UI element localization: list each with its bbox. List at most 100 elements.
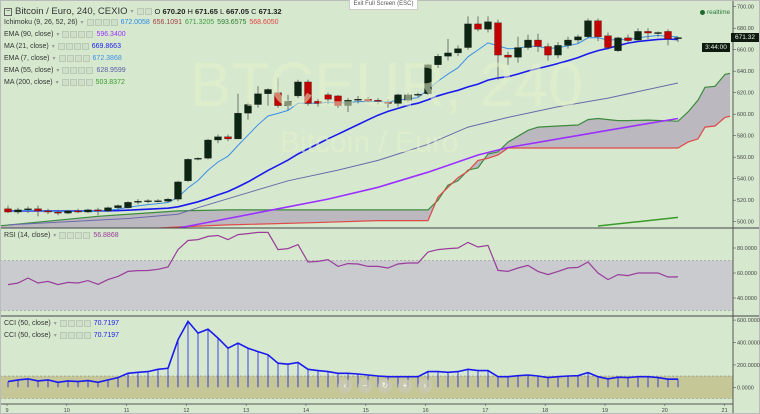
candle-body xyxy=(204,139,212,159)
close-icon[interactable] xyxy=(83,232,91,239)
indicator-value: 672.3868 xyxy=(92,55,122,62)
chevron-down-icon[interactable]: ▾ xyxy=(53,233,57,239)
candle xyxy=(264,88,272,106)
candle xyxy=(594,18,602,42)
candle xyxy=(374,98,382,105)
cci-buttons xyxy=(59,332,91,339)
candle xyxy=(154,199,162,203)
hide-icon[interactable] xyxy=(69,79,77,86)
indicator-label: Ichimoku (9, 26, 52, 26) xyxy=(4,19,78,26)
candle-body xyxy=(104,207,112,212)
ohlc-readout: O 670.20 H 671.65 L 667.05 C 671.32 xyxy=(155,7,282,16)
candle-body xyxy=(384,102,392,104)
cci-tick-label: 400.0000 xyxy=(737,341,760,347)
cci-value: 70.7197 xyxy=(93,332,120,339)
candle-body xyxy=(474,23,482,30)
candle xyxy=(664,29,672,46)
indicator-value: 593.6575 xyxy=(217,19,247,26)
settings-icon[interactable] xyxy=(136,8,144,15)
candle xyxy=(124,201,132,209)
hide-icon[interactable] xyxy=(70,31,78,38)
candle xyxy=(554,42,562,59)
candle xyxy=(614,36,622,52)
chevron-down-icon[interactable]: ▾ xyxy=(130,9,134,15)
candle xyxy=(444,38,452,61)
chevron-down-icon[interactable]: ▾ xyxy=(53,333,57,339)
close-icon[interactable] xyxy=(85,79,93,86)
zoom-in-button[interactable]: + xyxy=(398,379,412,393)
close-icon[interactable] xyxy=(86,67,94,74)
add-icon[interactable] xyxy=(73,43,81,50)
add-icon[interactable] xyxy=(75,320,83,327)
chevron-down-icon[interactable]: ▾ xyxy=(56,32,60,38)
settings-icon[interactable] xyxy=(59,320,67,327)
add-icon[interactable] xyxy=(75,232,83,239)
scroll-right-button[interactable]: › xyxy=(418,379,432,393)
time-tick-label: 15 xyxy=(363,408,369,414)
chevron-down-icon[interactable]: ▾ xyxy=(55,80,59,86)
chevron-down-icon[interactable]: ▾ xyxy=(80,20,84,26)
add-icon[interactable] xyxy=(102,19,110,26)
close-icon[interactable] xyxy=(86,31,94,38)
add-icon[interactable] xyxy=(78,31,86,38)
symbol-buttons xyxy=(136,8,152,15)
settings-icon[interactable] xyxy=(61,79,69,86)
candle xyxy=(4,205,12,214)
minus-square-icon[interactable]: − xyxy=(4,7,12,16)
chevron-down-icon[interactable]: ▾ xyxy=(52,56,56,62)
hide-icon[interactable] xyxy=(66,55,74,62)
settings-icon[interactable] xyxy=(62,67,70,74)
zoom-out-button[interactable]: − xyxy=(358,379,372,393)
settings-icon[interactable] xyxy=(57,43,65,50)
chevron-down-icon[interactable]: ▾ xyxy=(53,321,57,327)
close-icon[interactable] xyxy=(83,320,91,327)
hide-icon[interactable] xyxy=(144,8,152,15)
candle-body xyxy=(614,37,622,51)
settings-icon[interactable] xyxy=(58,55,66,62)
settings-icon[interactable] xyxy=(62,31,70,38)
close-value: 671.32 xyxy=(258,7,282,16)
hide-icon[interactable] xyxy=(67,332,75,339)
indicator-value: 656.1091 xyxy=(152,19,182,26)
close-icon[interactable] xyxy=(82,55,90,62)
add-icon[interactable] xyxy=(75,332,83,339)
add-icon[interactable] xyxy=(74,55,82,62)
candle xyxy=(314,99,322,107)
hide-icon[interactable] xyxy=(65,43,73,50)
exit-fullscreen-button[interactable]: Exit Full Screen (ESC) xyxy=(349,0,418,10)
indicator-legend: Ichimoku (9, 26, 52, 26) ▾ 672.0058 656.1… xyxy=(4,19,279,26)
indicator-label: MA (21, close) xyxy=(4,43,49,50)
senkou-span-b-line xyxy=(150,115,731,228)
candle xyxy=(74,208,82,214)
hide-icon[interactable] xyxy=(70,67,78,74)
settings-icon[interactable] xyxy=(59,332,67,339)
candle-body xyxy=(634,31,642,41)
candle-body xyxy=(24,208,32,211)
hide-icon[interactable] xyxy=(67,320,75,327)
scroll-left-button[interactable]: ‹ xyxy=(338,379,352,393)
candle xyxy=(254,86,262,108)
candle xyxy=(414,92,422,97)
indicator-value: 568.6050 xyxy=(249,19,279,26)
ema55-line xyxy=(7,82,679,226)
senkou-span-a-line xyxy=(0,72,731,227)
chevron-down-icon[interactable]: ▾ xyxy=(56,68,60,74)
add-icon[interactable] xyxy=(77,79,85,86)
close-icon[interactable] xyxy=(110,19,118,26)
hide-icon[interactable] xyxy=(94,19,102,26)
add-icon[interactable] xyxy=(78,67,86,74)
cci-tick-label: 200.0000 xyxy=(737,363,760,369)
candle-body xyxy=(364,99,372,102)
candle xyxy=(584,18,592,38)
open-label: O xyxy=(154,7,161,16)
candle xyxy=(164,198,172,203)
chevron-down-icon[interactable]: ▾ xyxy=(51,44,55,50)
reset-button[interactable]: ↻ xyxy=(378,379,392,393)
close-icon[interactable] xyxy=(81,43,89,50)
close-icon[interactable] xyxy=(83,332,91,339)
settings-icon[interactable] xyxy=(59,232,67,239)
settings-icon[interactable] xyxy=(86,19,94,26)
hide-icon[interactable] xyxy=(67,232,75,239)
indicator-value: 671.3205 xyxy=(184,19,215,26)
